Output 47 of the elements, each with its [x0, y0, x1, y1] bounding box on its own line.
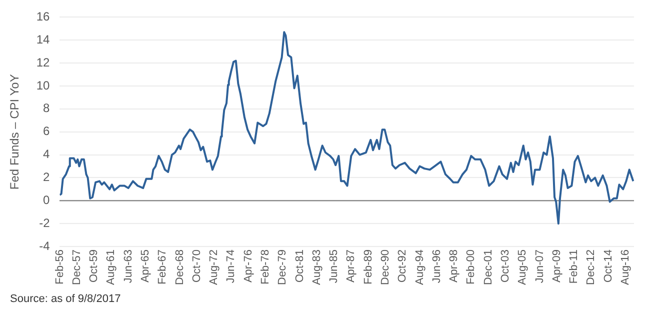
source-note: Source: as of 9/8/2017 [10, 293, 121, 305]
x-tick-label: Aug-61 [105, 250, 118, 286]
y-tick-label: 6 [43, 124, 50, 138]
x-tick-label: Feb-89 [362, 250, 374, 284]
x-tick-label: Aug-72 [208, 250, 220, 286]
x-tick-label: Apr-09 [550, 250, 563, 283]
x-tick-label: Oct-92 [396, 250, 409, 283]
x-tick-label: Aug-83 [310, 250, 323, 286]
x-tick-label: Dec-90 [379, 250, 392, 285]
x-tick-label: Jun-96 [430, 250, 443, 284]
x-tick-label: Apr-87 [345, 250, 358, 283]
x-tick-label: Oct-81 [294, 250, 306, 283]
y-tick-label: -4 [39, 238, 50, 253]
y-tick-label: 0 [43, 192, 50, 207]
x-tick-label: Feb-78 [259, 250, 272, 284]
x-tick-label: Aug-16 [619, 250, 632, 286]
y-tick-label: 4 [43, 147, 50, 162]
x-tick-label: Jun-74 [225, 250, 238, 284]
x-tick-label: Dec-01 [482, 250, 494, 285]
x-tick-label: Jun-63 [122, 250, 134, 284]
x-tick-label: Dec-79 [276, 250, 289, 285]
x-tick-label: Apr-76 [242, 250, 254, 283]
x-tick-label: Oct-14 [602, 250, 614, 283]
x-tick-label: Feb-11 [568, 250, 580, 284]
x-tick-label: Feb-56 [54, 250, 66, 284]
y-tick-label: 2 [43, 170, 50, 184]
y-tick-label: 12 [36, 55, 50, 70]
x-tick-label: Jun-85 [328, 250, 340, 284]
y-tick-label: 14 [36, 32, 50, 46]
x-tick-label: Feb-00 [465, 250, 478, 284]
y-tick-label: 8 [43, 101, 50, 116]
x-tick-label: Dec-68 [174, 250, 186, 285]
x-tick-label: Apr-65 [139, 250, 152, 283]
x-tick-label: Oct-03 [499, 250, 512, 283]
x-tick-label: Oct-59 [88, 250, 100, 283]
y-tick-label: 16 [36, 10, 50, 24]
x-tick-label: Apr-98 [448, 250, 460, 283]
y-tick-label: -2 [39, 216, 50, 230]
x-tick-label: Aug-94 [414, 250, 426, 286]
x-tick-label: Dec-12 [585, 250, 598, 285]
y-tick-label: 10 [36, 78, 50, 92]
x-tick-label: Jun-07 [534, 250, 546, 284]
y-axis-title: Fed Funds – CPI YoY [8, 74, 22, 190]
x-tick-label: Aug-05 [516, 250, 529, 286]
x-tick-label: Feb-67 [156, 250, 169, 284]
x-tick-label: Oct-70 [190, 250, 203, 283]
x-tick-label: Dec-57 [70, 250, 83, 285]
